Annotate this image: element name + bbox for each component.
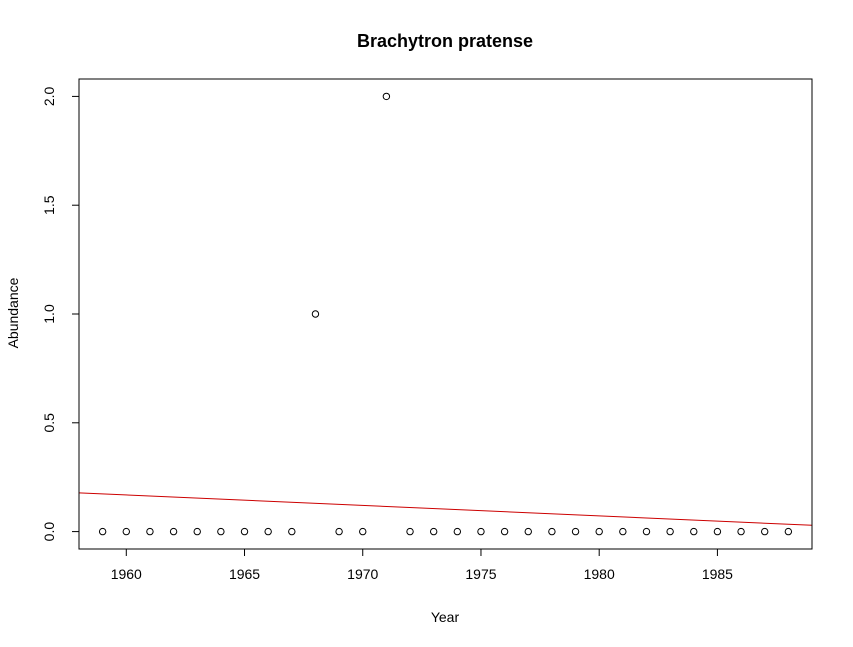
plot-layer [78,92,813,536]
x-axis: 1960 1965 1970 1975 1980 1985 [111,548,733,582]
data-point [642,527,651,536]
data-point [666,527,674,536]
data-point [335,527,343,536]
trend-line [78,492,813,526]
data-point [477,527,485,536]
data-point [784,527,793,536]
y-axis: 0.0 0.5 1.0 1.5 2.0 [41,86,80,542]
data-point [524,527,532,536]
x-tick-label: 1975 [465,566,496,582]
data-point [761,527,769,536]
x-tick-label: 1960 [111,566,142,582]
data-point [169,527,178,536]
data-point [240,527,249,536]
data-point [311,310,320,318]
data-point [500,527,509,536]
data-point [217,527,225,536]
data-point [548,527,556,536]
x-tick-label: 1970 [347,566,378,582]
data-point [713,527,722,536]
y-axis-label: Abundance [5,277,21,348]
y-tick-label: 0.0 [41,522,57,542]
data-point [595,527,603,536]
data-point [193,527,201,536]
x-tick-label: 1985 [702,566,733,582]
x-tick-label: 1965 [229,566,260,582]
data-point [122,527,130,536]
data-point [619,527,627,536]
y-tick-label: 1.0 [41,304,57,324]
data-point [571,527,580,536]
data-point [429,527,438,536]
data-point [737,527,745,536]
data-point [406,527,414,536]
data-point [359,527,367,536]
y-tick-label: 1.5 [41,195,57,215]
y-tick-label: 2.0 [41,86,57,106]
x-tick-label: 1980 [584,566,615,582]
y-tick-label: 0.5 [41,413,57,433]
data-point [264,527,272,536]
data-point [382,92,391,101]
data-point [98,527,107,536]
data-point [146,527,154,536]
data-point [288,527,296,536]
chart-title: Brachytron pratense [357,31,533,51]
data-point [453,527,462,536]
data-point [690,527,698,536]
x-axis-label: Year [431,609,460,625]
